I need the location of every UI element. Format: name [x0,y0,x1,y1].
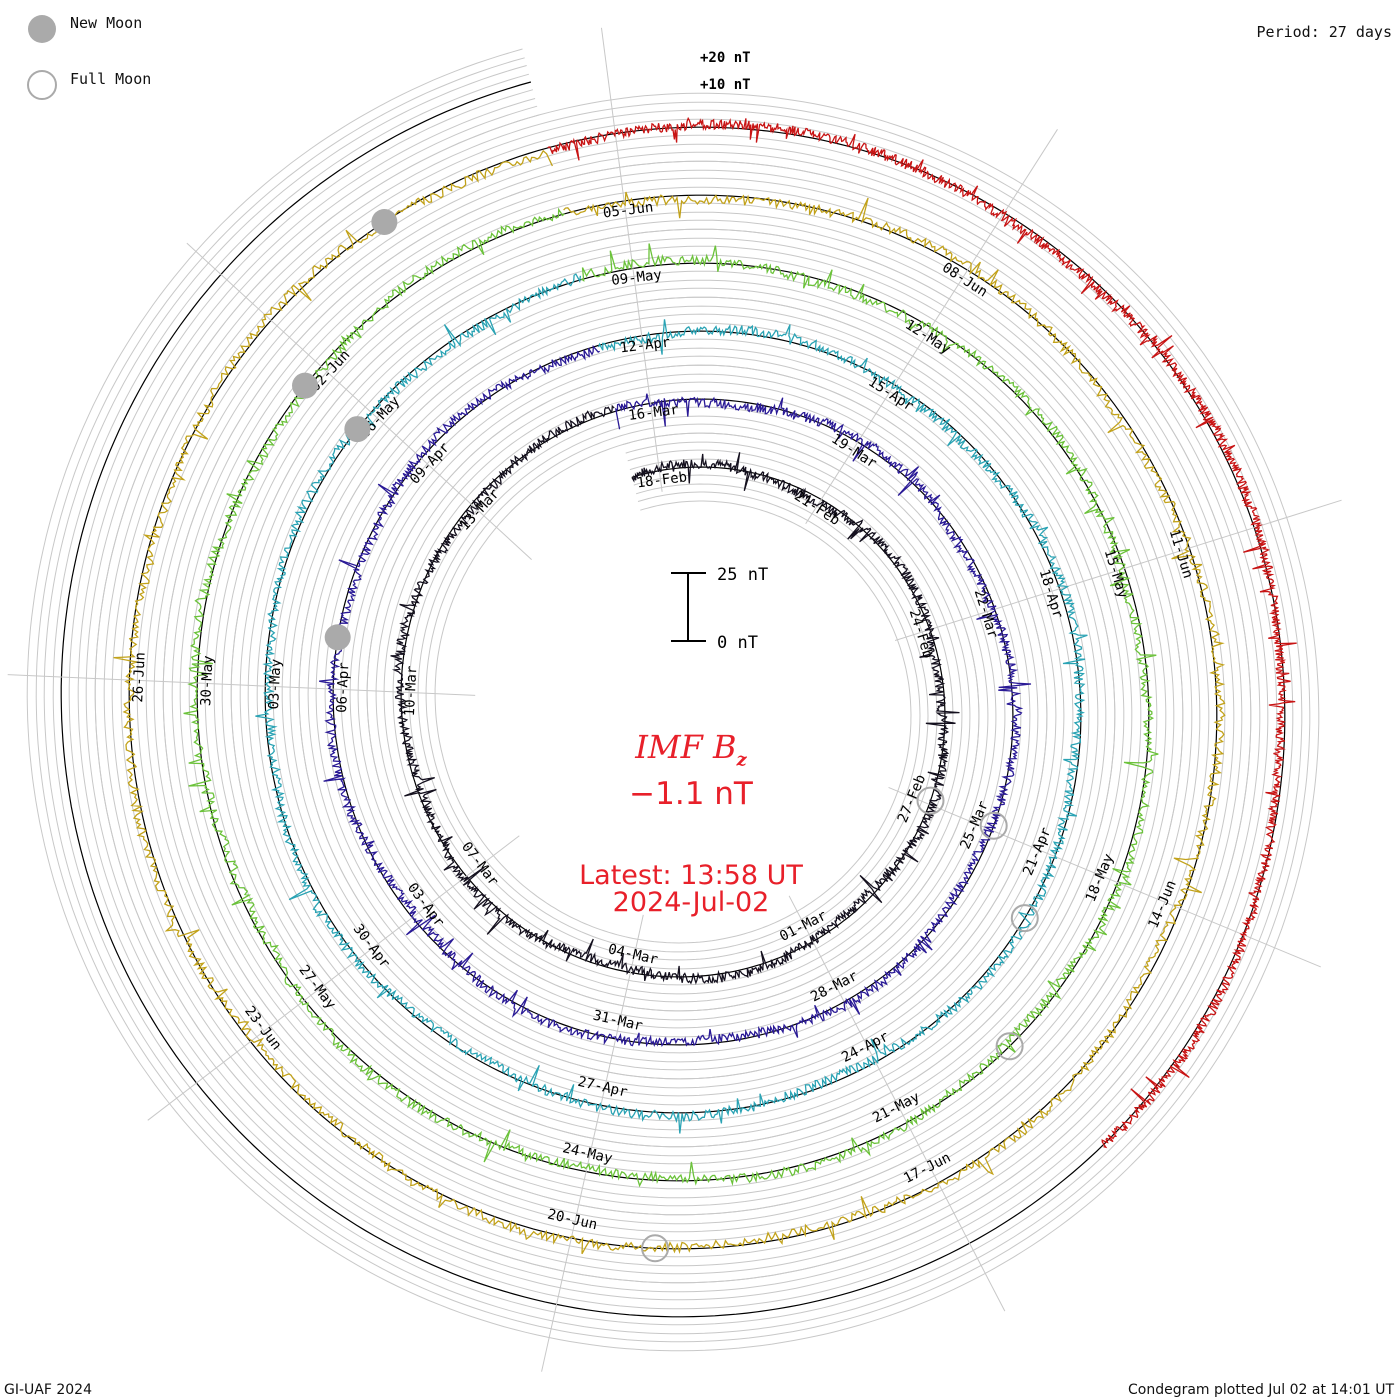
date-label: 24-Apr [839,1029,891,1066]
date-label: 03-May [266,659,285,710]
new-moon-marker [292,372,319,399]
moon-markers [292,208,1039,1263]
date-label: 03-Apr [404,880,447,930]
spoke-line [894,499,1342,642]
ring-scale-label-20: +20 nT [700,50,751,66]
scale-bar-bottom-label: 0 nT [717,633,758,653]
date-label: 06-Apr [334,662,353,713]
spoke-line [147,835,520,1121]
center-value: −1.1 nT [629,776,753,812]
full-moon-marker [916,786,945,815]
footer-right: Condegram plotted Jul 02 at 14:01 UT [1127,1382,1394,1398]
latest-date: 2024-Jul-02 [612,887,770,918]
center-quantity-sub: z [736,749,747,771]
spoke-line [186,242,532,560]
ring-scale-label-10: +10 nT [700,77,751,93]
full-moon-icon [27,70,57,100]
spoke-line [788,895,1006,1312]
center-quantity: IMF Bz [491,728,891,770]
full-moon-label: Full Moon [70,70,152,88]
center-quantity-main: IMF B [635,728,737,766]
series-trace [255,273,1088,1134]
grid-spiral [35,57,1311,1343]
scale-bar-top-label: 25 nT [717,565,768,585]
period-label: Period: 27 days [1256,23,1392,41]
date-label: 18-Feb [636,469,688,491]
series-trace [390,404,960,985]
grid-spiral [26,48,1320,1352]
spoke-line [541,914,644,1372]
date-label: 26-Jun [130,652,149,703]
new-moon-marker [324,624,351,651]
date-label: 12-Apr [619,334,671,356]
date-label: 16-Mar [627,402,679,424]
date-label: 10-Mar [402,665,421,716]
date-label: 20-Jun [546,1206,599,1233]
grid-spiral [52,73,1294,1326]
series-trace [183,207,1159,1188]
date-label: 27-May [295,962,338,1012]
scale-bar: 25 nT 0 nT [671,565,768,653]
series-trace [547,116,1297,1149]
footer-left: GI-UAF 2024 [4,1382,92,1398]
new-moon-marker [344,416,371,443]
date-label: 24-May [561,1140,614,1167]
ring-scale-labels: +20 nT +10 nT [700,50,751,93]
date-label: 04-Mar [606,941,659,968]
full-moon-marker [1010,904,1039,933]
grid-spiral [68,89,1278,1310]
series-trace [319,344,1032,1048]
latest-time: Latest: 13:58 UT [579,860,803,891]
date-label: 09-May [611,267,663,289]
full-moon-marker [979,811,1008,840]
zero-spiral [60,81,1286,1318]
full-moon-marker [641,1234,670,1263]
grid-spiral [85,105,1261,1293]
series-group [113,116,1297,1255]
date-label: 17-Jun [901,1150,953,1187]
spoke-line [805,129,1058,525]
date-label: 30-May [198,655,217,706]
date-label: 30-Apr [350,921,393,971]
new-moon-label: New Moon [70,14,143,32]
spoke-line [888,786,1321,968]
series-trace [113,149,1226,1255]
new-moon-marker [371,208,398,235]
grid-rings [26,48,1320,1352]
date-label: 05-Jun [602,199,654,221]
full-moon-marker [995,1032,1024,1061]
new-moon-icon [28,15,56,43]
grid-spiral [43,65,1303,1335]
